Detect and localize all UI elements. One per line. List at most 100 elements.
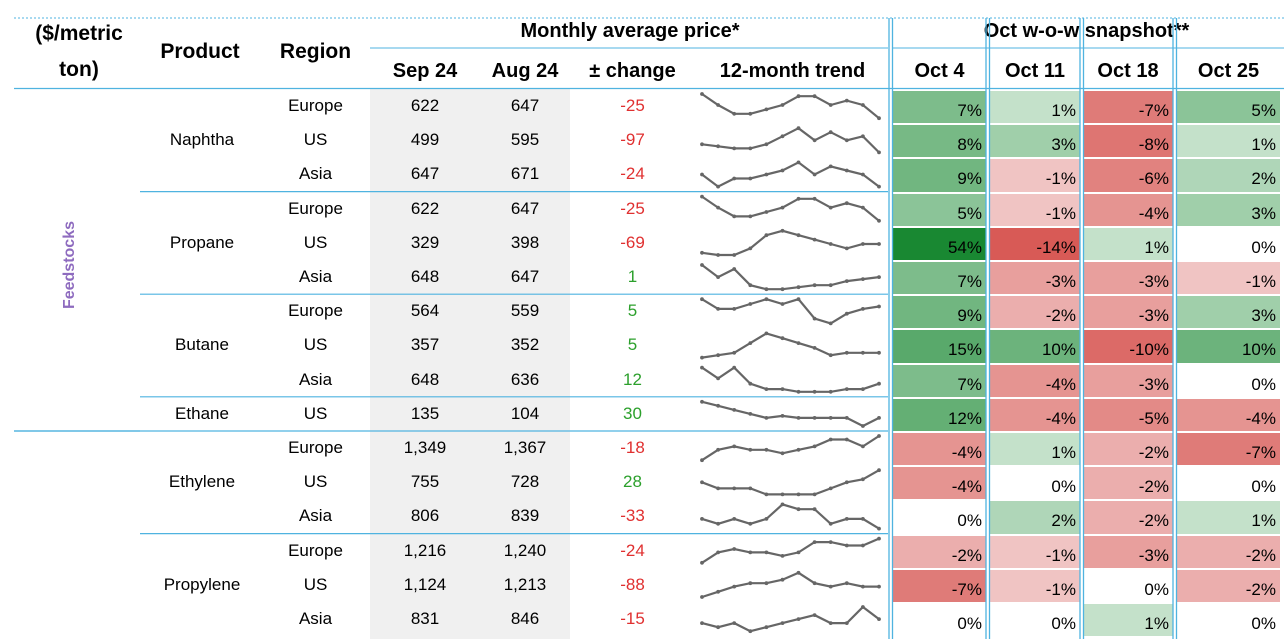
trend-point	[700, 480, 704, 485]
change-cell: -88	[620, 574, 645, 594]
trend-point	[828, 621, 833, 625]
week-change-cell: -2%	[1177, 535, 1280, 568]
trend-point	[861, 277, 865, 281]
trend-point	[764, 416, 769, 420]
week-change-cell: 1%	[1083, 227, 1173, 260]
trend-point	[764, 210, 769, 214]
week-change-cell: 0%	[957, 511, 982, 531]
trend-sparkline	[701, 605, 880, 633]
week-change-cell: -7%	[1177, 433, 1280, 466]
aug-price-cell: 671	[510, 164, 540, 184]
trend-point	[732, 111, 737, 116]
trend-point	[828, 584, 833, 589]
trend-point	[700, 517, 704, 521]
trend-point	[796, 94, 801, 99]
trend-point	[700, 458, 704, 463]
trend-point	[716, 144, 720, 149]
trend-point	[732, 307, 737, 311]
week-change-cell: -3%	[1083, 535, 1173, 568]
product-label: Naphtha	[169, 130, 235, 149]
change-cell: -25	[620, 96, 645, 115]
trend-point	[716, 353, 720, 358]
trend-point	[861, 387, 865, 391]
trend-point	[877, 526, 881, 531]
trend-point	[780, 287, 785, 292]
trend-point	[812, 507, 817, 512]
week-change-cell: -10%	[1083, 330, 1173, 363]
week-change-cell: 0%	[1251, 237, 1276, 257]
trend-point	[828, 283, 833, 288]
trend-point	[780, 168, 785, 173]
trend-point	[732, 146, 737, 151]
week-change-cell: 7%	[893, 364, 986, 397]
week-change-cell: -14%	[990, 227, 1080, 260]
week-change-cell: -1%	[990, 569, 1080, 602]
week-change-cell: 2%	[1177, 159, 1280, 192]
trend-point	[780, 228, 785, 233]
week-change-cell: 1%	[1083, 604, 1173, 637]
product-label: Propylene	[163, 574, 241, 594]
trend-point	[828, 205, 833, 210]
trend-point	[844, 416, 849, 420]
trend-point	[796, 285, 801, 290]
trend-point	[877, 218, 881, 223]
trend-point	[861, 134, 865, 139]
trend-sparkline	[701, 229, 879, 257]
change-cell: 5	[627, 335, 638, 355]
trend-point	[812, 196, 817, 201]
aug-price-cell: 1,367	[503, 438, 547, 457]
sep-price-cell: 648	[410, 369, 440, 389]
trend-point	[748, 146, 753, 151]
trend-point	[877, 350, 881, 355]
aug-price-cell: 1,213	[503, 574, 547, 594]
trend-point	[716, 103, 720, 107]
trend-point	[748, 381, 753, 386]
week-change-cell: 8%	[893, 125, 986, 158]
trend-point	[844, 246, 849, 251]
trend-point	[732, 584, 737, 589]
week-change-cell: -3%	[1083, 296, 1173, 329]
week-change-cell: -5%	[1083, 398, 1173, 431]
trend-point	[861, 242, 865, 246]
trend-point	[780, 577, 785, 582]
region-cell: US	[303, 472, 328, 492]
trend-point	[716, 550, 720, 555]
trend-point	[780, 621, 785, 625]
trend-sparkline	[701, 264, 880, 291]
trend-point	[828, 103, 833, 107]
trend-point	[877, 116, 881, 121]
trend-point	[796, 126, 801, 131]
trend-point	[732, 365, 737, 370]
trend-point	[764, 517, 769, 521]
trend-point	[877, 416, 881, 420]
change-cell: 1	[627, 267, 638, 286]
trend-point	[877, 468, 881, 473]
change-cell: -18	[620, 438, 645, 457]
trend-point	[764, 331, 769, 336]
week-change-cell: 0%	[1051, 477, 1076, 497]
trend-point	[844, 201, 849, 206]
sep-price-cell: 357	[410, 335, 440, 355]
trend-point	[716, 275, 720, 279]
region-cell: US	[303, 574, 328, 594]
week-header-oct4: Oct 4	[914, 60, 965, 82]
trend-point	[716, 376, 720, 381]
week-change-cell: 3%	[1177, 296, 1280, 329]
region-header: Region	[279, 40, 352, 63]
week-change-cell: -4%	[1177, 398, 1280, 431]
trend-point	[780, 492, 785, 497]
week-change-cell: 5%	[1177, 91, 1280, 124]
trend-point	[861, 103, 865, 107]
monthly-group-header: Monthly average price*	[520, 20, 740, 42]
trend-point	[796, 196, 801, 201]
trend-point	[812, 138, 817, 143]
aug-price-cell: 352	[510, 335, 540, 355]
trend-point	[877, 617, 881, 621]
price-columns-shade	[370, 89, 570, 639]
trend-point	[861, 205, 865, 210]
week-change-cell: 3%	[990, 125, 1080, 158]
region-cell: Asia	[298, 609, 333, 628]
week-change-cell: -7%	[893, 569, 986, 602]
change-cell: -24	[620, 164, 645, 184]
week-change-cell: 7%	[893, 91, 986, 124]
